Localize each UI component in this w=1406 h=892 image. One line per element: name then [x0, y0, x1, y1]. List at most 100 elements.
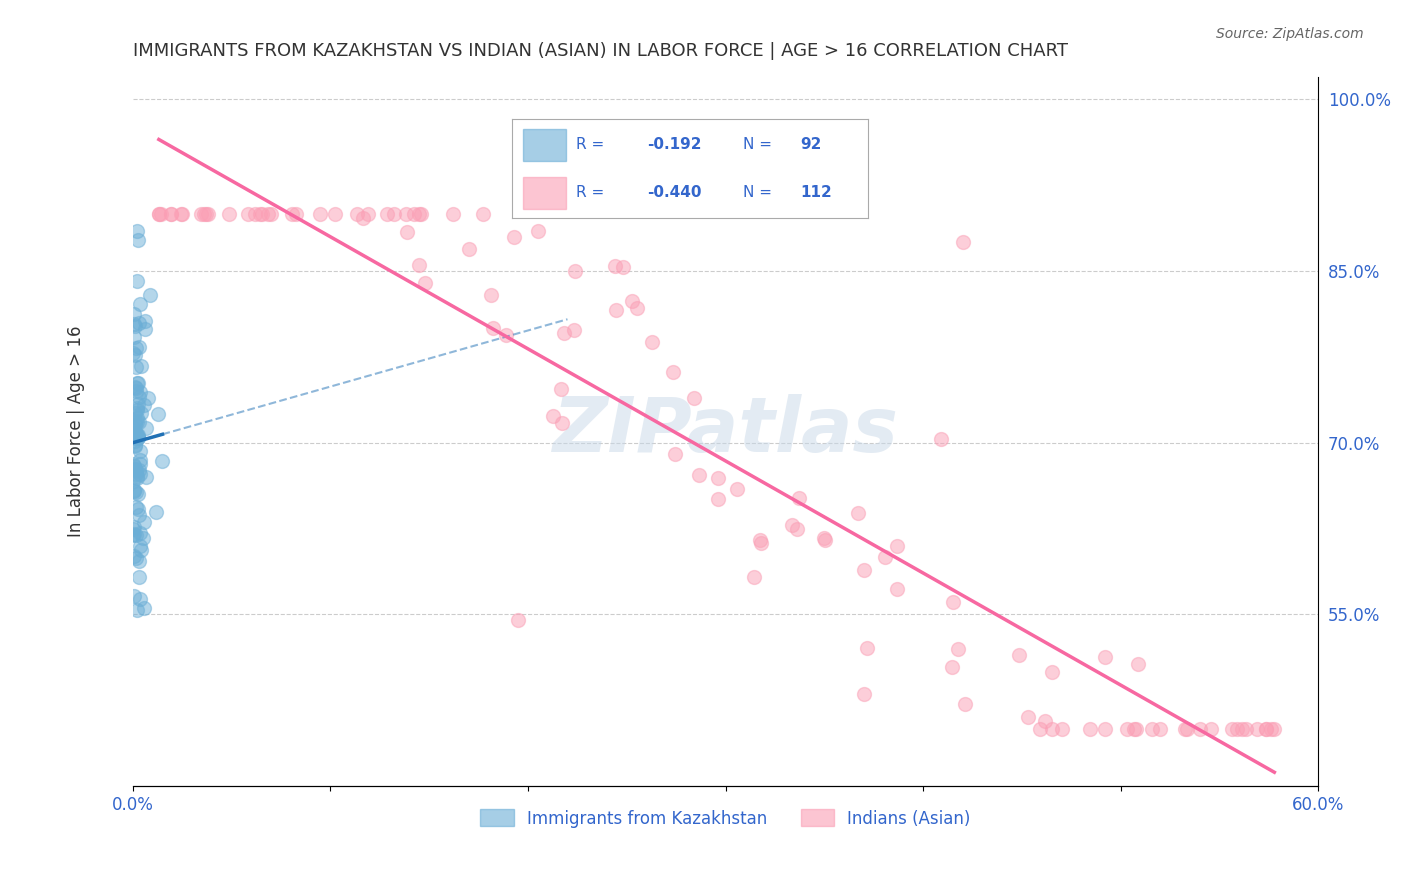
- Point: [134, 314, 156, 328]
- Point: [129, 359, 152, 374]
- Point: [125, 463, 148, 477]
- Text: Source: ZipAtlas.com: Source: ZipAtlas.com: [1216, 27, 1364, 41]
- Point: [357, 207, 380, 221]
- Point: [1052, 722, 1074, 736]
- Point: [471, 207, 494, 221]
- Point: [506, 613, 529, 627]
- Point: [122, 457, 145, 471]
- Point: [125, 500, 148, 514]
- Point: [122, 330, 145, 344]
- Point: [495, 327, 517, 342]
- Point: [941, 660, 963, 674]
- Point: [1094, 722, 1116, 736]
- Point: [782, 517, 804, 532]
- Point: [127, 233, 149, 247]
- Point: [124, 431, 146, 445]
- Point: [846, 506, 869, 520]
- Point: [122, 522, 145, 536]
- Point: [409, 207, 432, 221]
- Point: [323, 207, 346, 221]
- Point: [124, 418, 146, 433]
- Point: [612, 260, 634, 274]
- Point: [1149, 722, 1171, 736]
- Point: [1256, 722, 1278, 736]
- Point: [128, 554, 150, 568]
- Point: [170, 207, 193, 221]
- Point: [129, 443, 152, 458]
- Point: [122, 419, 145, 434]
- Point: [852, 687, 875, 701]
- Point: [1263, 722, 1285, 736]
- Point: [190, 207, 212, 221]
- Point: [408, 259, 430, 273]
- Point: [193, 207, 215, 221]
- Point: [127, 430, 149, 444]
- Point: [122, 549, 145, 564]
- Point: [124, 348, 146, 362]
- Point: [124, 426, 146, 441]
- Point: [124, 434, 146, 449]
- Point: [139, 287, 162, 301]
- Point: [458, 242, 481, 256]
- Point: [128, 457, 150, 471]
- Point: [122, 527, 145, 541]
- Point: [127, 397, 149, 411]
- Point: [135, 470, 157, 484]
- Point: [1246, 722, 1268, 736]
- Point: [124, 438, 146, 452]
- Point: [125, 603, 148, 617]
- Point: [125, 484, 148, 499]
- Point: [621, 294, 644, 309]
- Point: [1254, 722, 1277, 736]
- Point: [1175, 722, 1198, 736]
- Point: [127, 403, 149, 417]
- Point: [875, 549, 897, 564]
- Point: [603, 259, 626, 273]
- Point: [404, 207, 426, 221]
- Point: [395, 225, 418, 239]
- Point: [562, 323, 585, 337]
- Point: [124, 462, 146, 476]
- Point: [129, 525, 152, 540]
- Point: [132, 531, 155, 545]
- Point: [346, 207, 368, 221]
- Point: [125, 274, 148, 288]
- Point: [284, 207, 307, 221]
- Point: [194, 207, 217, 221]
- Point: [134, 321, 156, 335]
- Point: [250, 207, 273, 221]
- Point: [127, 431, 149, 445]
- Point: [749, 536, 772, 550]
- Point: [129, 384, 152, 399]
- Point: [127, 471, 149, 485]
- Point: [197, 207, 219, 221]
- Point: [886, 582, 908, 596]
- Point: [309, 207, 332, 221]
- Point: [1199, 722, 1222, 736]
- Point: [948, 642, 970, 657]
- Point: [127, 430, 149, 444]
- Point: [1017, 710, 1039, 724]
- Point: [725, 482, 748, 496]
- Point: [150, 207, 173, 221]
- Point: [128, 453, 150, 467]
- Point: [1226, 722, 1249, 736]
- Point: [1140, 722, 1163, 736]
- Point: [662, 365, 685, 379]
- Point: [125, 469, 148, 483]
- Point: [125, 376, 148, 390]
- Point: [136, 391, 159, 405]
- Point: [124, 379, 146, 393]
- Point: [814, 533, 837, 547]
- Point: [479, 288, 502, 302]
- Point: [1116, 722, 1139, 736]
- Point: [127, 427, 149, 442]
- Point: [260, 207, 283, 221]
- Point: [128, 539, 150, 553]
- Point: [707, 471, 730, 485]
- Point: [942, 595, 965, 609]
- Point: [1126, 657, 1149, 671]
- Point: [132, 515, 155, 529]
- Point: [550, 382, 572, 396]
- Point: [127, 502, 149, 516]
